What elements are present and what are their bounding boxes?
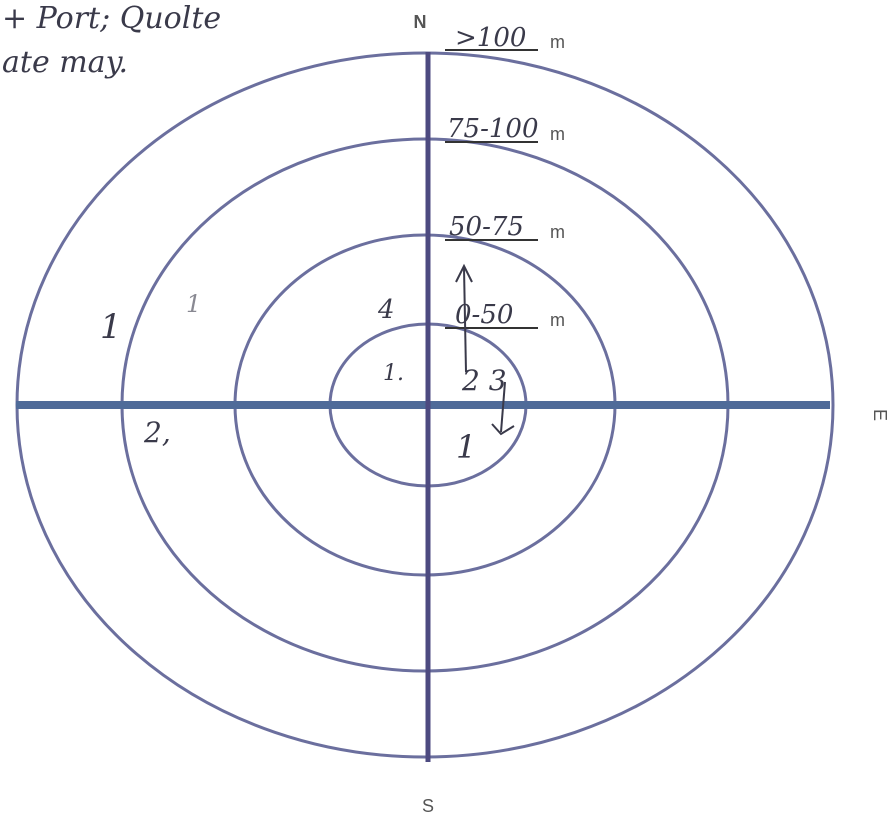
ring-unit: m (550, 222, 565, 242)
ring-label: 75-100 m (445, 114, 565, 144)
ring-range: >100 (455, 23, 526, 53)
page: {"notes": ["+ Port; Quolte", "ate may."]… (0, 0, 892, 820)
tally: 1 (456, 428, 476, 466)
ring-label: 0-50 m (445, 300, 565, 330)
ring-label: >100 m (445, 23, 565, 53)
ring-range: 50-75 (449, 212, 524, 242)
ring-unit: m (550, 124, 565, 144)
tally: 2 3 (461, 364, 507, 397)
diagram: + Port; Quolte ate may. N E S >100 m 75-… (0, 0, 892, 820)
note: + Port; Quolte (2, 1, 221, 36)
tally: 2, (143, 416, 171, 449)
ring-unit: m (550, 32, 565, 52)
ring-unit: m (550, 310, 565, 330)
compass-south: S (422, 796, 434, 816)
tally: 4 (377, 295, 395, 325)
ring-label: 50-75 m (445, 212, 565, 242)
tally: 1 (186, 290, 201, 318)
ring-range: 75-100 (447, 114, 539, 144)
compass-east: E (870, 409, 890, 421)
note: ate may. (2, 45, 128, 80)
compass-north: N (414, 12, 427, 32)
tally: 1. (383, 361, 404, 386)
tally: 1 (100, 307, 122, 347)
